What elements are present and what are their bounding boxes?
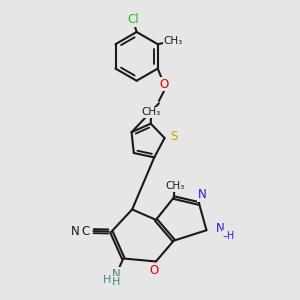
Text: N: N [71, 225, 80, 238]
Text: CH₃: CH₃ [166, 181, 185, 191]
Text: –H: –H [223, 231, 235, 241]
Text: N: N [198, 188, 206, 201]
Text: O: O [150, 264, 159, 277]
Text: C: C [82, 225, 90, 238]
Text: CH₃: CH₃ [164, 36, 183, 46]
Text: N: N [111, 268, 120, 281]
Text: CH₃: CH₃ [142, 107, 161, 117]
Text: Cl: Cl [127, 13, 139, 26]
Text: O: O [160, 77, 169, 91]
Text: N: N [216, 222, 225, 235]
Text: H: H [103, 275, 112, 286]
Text: H: H [112, 277, 121, 287]
Text: S: S [170, 130, 177, 143]
